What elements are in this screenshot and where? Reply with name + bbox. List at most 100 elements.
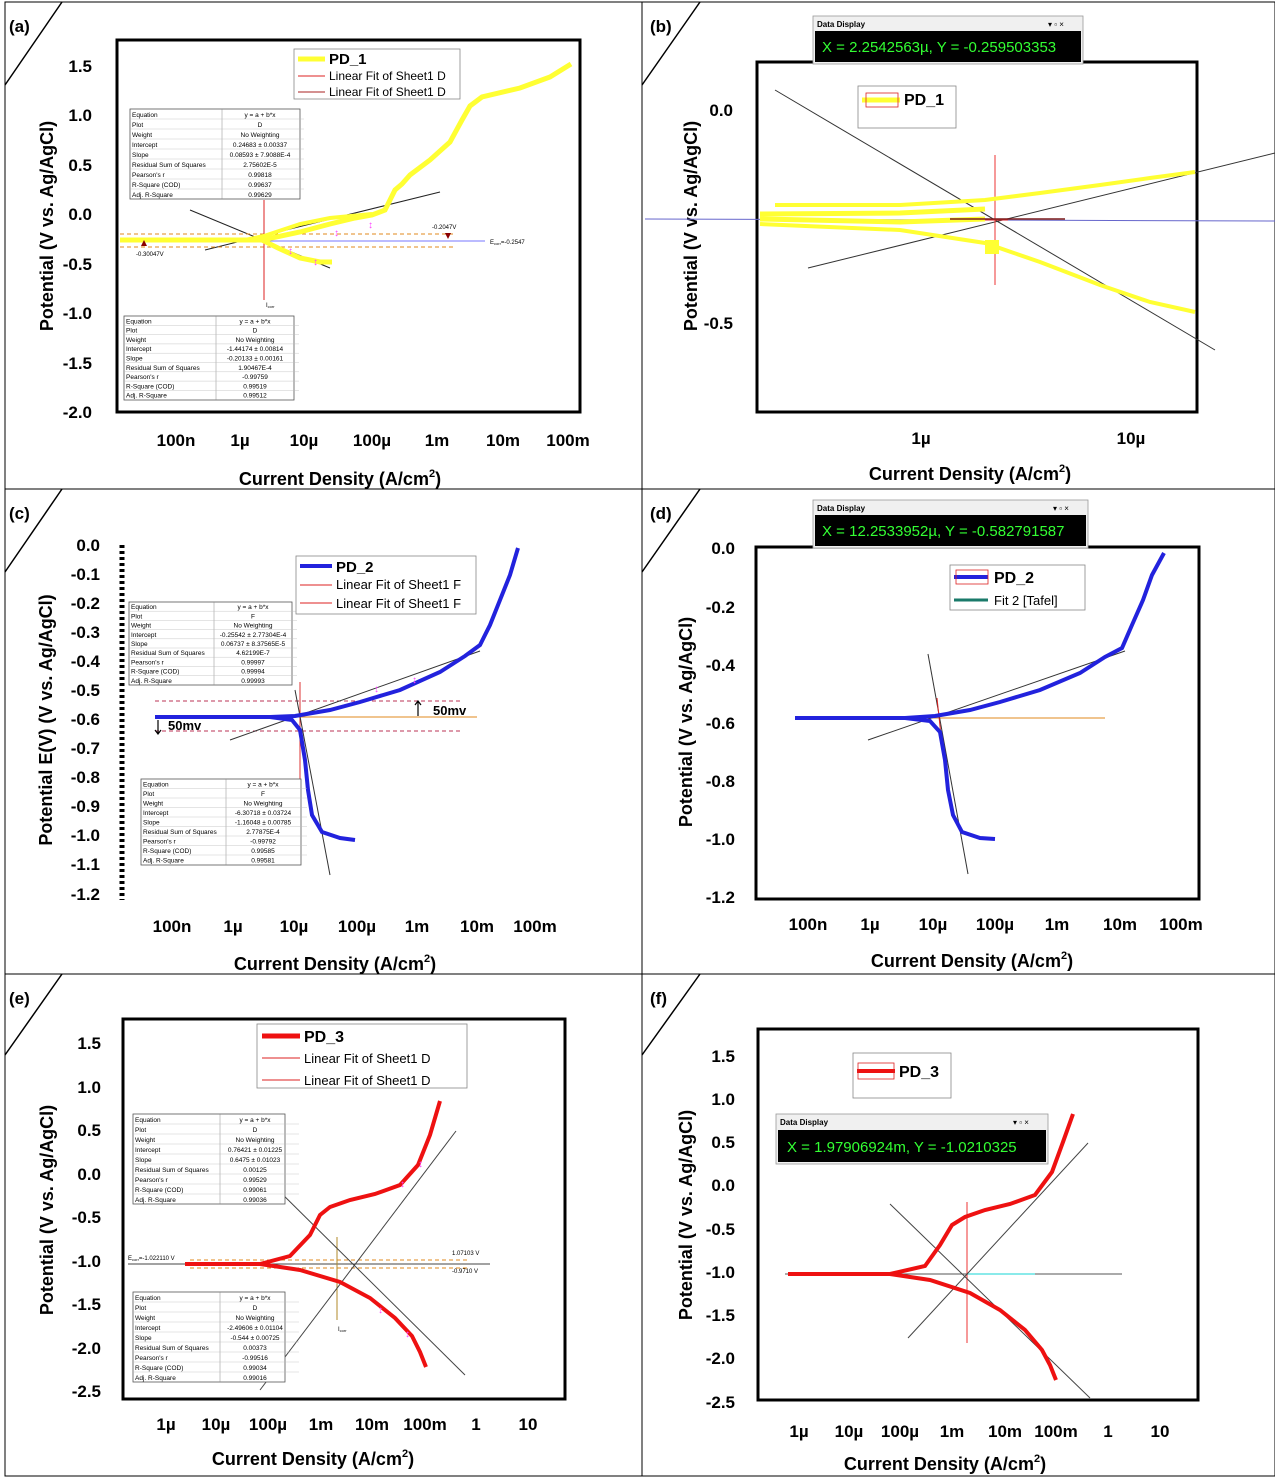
- panel-a-marker: ↕: [313, 257, 318, 268]
- panel-e-ecorr-label: Ecorr=-1.022110 V: [128, 1256, 175, 1262]
- window-controls-icon[interactable]: ▾ ▫ ×: [1013, 1118, 1029, 1127]
- fit-table-value: 0.99016: [243, 1375, 267, 1382]
- panel-e-ytick: -0.5: [72, 1208, 101, 1227]
- panel-d-ytick: -1.2: [706, 888, 735, 907]
- panel-f-ytick: 1.5: [711, 1047, 735, 1066]
- fit-table-value: -2.49606 ± 0.01104: [227, 1325, 283, 1332]
- fit-table-key: Pearson's r: [135, 1177, 169, 1184]
- panel-c-anodic-fit: [229, 650, 481, 741]
- fit-table-value: 0.99036: [243, 1197, 267, 1204]
- fit-table-key: Plot: [131, 613, 142, 620]
- panel-c-cathodic-fit: [294, 689, 331, 876]
- fit-table-key: Pearson's r: [131, 659, 165, 666]
- panel-a-fit-table-2: Equation y = a + b*x Plot D Weight No Weighti…: [123, 315, 299, 401]
- panel-f-xtick: 10: [1151, 1422, 1170, 1441]
- panel-e-tag: (e): [9, 989, 30, 1008]
- fit-table-value: -0.99792: [250, 839, 276, 846]
- panel-e-ytick: -2.5: [72, 1382, 101, 1401]
- panel-a-ytick: -2.0: [63, 403, 92, 422]
- panel-e-fit-table-1: Equation y = a + b*x Plot D Weight No Weighti…: [132, 1113, 299, 1205]
- panel-a-marker: ↕: [288, 246, 293, 257]
- fit-table-value: 0.00125: [243, 1167, 267, 1174]
- fit-table-value: No Weighting: [236, 1315, 275, 1322]
- panel-d-ylabel: Potential (V vs. Ag/AgCl): [676, 617, 696, 827]
- fit-table-key: Slope: [143, 820, 160, 827]
- panel-f-ytick: -1.0: [706, 1263, 735, 1282]
- panel-f-tag-slash: [641, 973, 701, 1056]
- panel-f-xlabel: Current Density (A/cm2): [844, 1453, 1046, 1474]
- panel-e-anodic-fit: [259, 1130, 457, 1391]
- fit-table-value: 0.99061: [243, 1187, 267, 1194]
- panel-d-legend: PD_2 Fit 2 [Tafel]: [949, 564, 1086, 611]
- panel-e-ylabel: Potential (V vs. Ag/AgCl): [37, 1105, 57, 1315]
- panel-c-marker: ↕: [374, 684, 379, 695]
- panel-f-ytick: -0.5: [706, 1220, 735, 1239]
- window-controls-icon[interactable]: ▾ ▫ ×: [1048, 20, 1064, 29]
- fit-table-key: R-Square (COD): [126, 383, 174, 390]
- fit-table-value: -0.544 ± 0.00725: [230, 1335, 279, 1342]
- panel-b-xtick: 1µ: [911, 429, 930, 448]
- panel-c-ytick: -0.8: [71, 768, 100, 787]
- panel-d-data-display[interactable]: Data Display ▾ ▫ × X = 12.2533952µ, Y = …: [812, 499, 1089, 549]
- panel-d-xtick: 1m: [1045, 915, 1070, 934]
- panel-f-ytick: 0.0: [711, 1176, 735, 1195]
- panel-e-ytick: 1.5: [77, 1034, 101, 1053]
- fit-table-value: No Weighting: [236, 337, 275, 344]
- fit-table-key: Slope: [131, 641, 148, 648]
- fit-table-value: 0.6475 ± 0.01023: [230, 1157, 281, 1164]
- fit-table-key: Intercept: [131, 632, 156, 639]
- fit-table-key: Residual Sum of Squares: [131, 650, 205, 657]
- panel-c-annotation: 50mv: [433, 703, 467, 718]
- panel-f-tag: (f): [650, 989, 667, 1008]
- fit-table-value: -0.99516: [242, 1355, 268, 1362]
- fit-table-value: -1.44174 ± 0.00814: [227, 346, 284, 353]
- panel-b-data-display[interactable]: Data Display ▾ ▫ × X = 2.2542563µ, Y = -…: [812, 15, 1084, 65]
- panel-a-plot-area: [115, 38, 582, 414]
- fit-table-value: y = a + b*x: [239, 1295, 271, 1302]
- panel-e-ytick: -1.5: [72, 1295, 101, 1314]
- panel-b-ytick: 0.0: [709, 101, 733, 120]
- panel-f-data-display[interactable]: Data Display ▾ ▫ × X = 1.97906924m, Y = …: [775, 1113, 1049, 1165]
- fit-table-key: Residual Sum of Squares: [143, 829, 217, 836]
- panel-e-marker: ↕: [418, 1159, 423, 1170]
- panel-frames: [4, 1, 1275, 1477]
- panel-c-ytick: -1.1: [71, 855, 100, 874]
- fit-table-value: No Weighting: [244, 801, 283, 808]
- panel-c: 0.0 -0.1 -0.2 -0.3 -0.4 -0.5 -0.6 -0.7 -…: [36, 536, 557, 974]
- panel-d-pd2-anodic: [795, 552, 1166, 720]
- panel-b-pd1-cathodic: [759, 222, 1196, 314]
- panel-c-ytick: 0.0: [76, 536, 100, 555]
- panel-c-xtick: 10m: [460, 917, 494, 936]
- panel-e-annotation: 1.07103 V: [452, 1251, 479, 1257]
- panel-d-ytick: -0.8: [706, 772, 735, 791]
- panel-b: 0.0 -0.5 1µ 10µ Current Density (A/cm2) …: [644, 15, 1275, 484]
- fit-table-value: y = a + b*x: [239, 318, 271, 325]
- fit-table-value: D: [258, 122, 263, 129]
- fit-table-key: Plot: [126, 328, 137, 335]
- panel-c-xtick: 100n: [153, 917, 192, 936]
- panel-a-icorr-label: Icorr: [266, 303, 275, 309]
- panel-e-xtick: 100m: [403, 1415, 446, 1434]
- panel-d-xlabel: Current Density (A/cm2): [871, 950, 1073, 971]
- panel-b-display-title: Data Display: [817, 20, 866, 29]
- panel-f-xtick: 1: [1103, 1422, 1112, 1441]
- panel-d-frame: [641, 488, 1275, 975]
- fit-table-key: R-Square (COD): [143, 848, 191, 855]
- fit-table-value: -0.25542 ± 2.77304E-4: [220, 632, 287, 639]
- fit-table-value: 0.99529: [243, 1177, 267, 1184]
- panel-a-right-arrow: [445, 233, 451, 239]
- panel-e-markers: ↕ ↕ ↕ ↕: [378, 1159, 423, 1340]
- panel-c-tag: (c): [9, 504, 30, 523]
- panel-e-ytick: -2.0: [72, 1339, 101, 1358]
- panel-f-xtick: 100m: [1034, 1422, 1077, 1441]
- fit-table-value: 0.99993: [241, 678, 265, 685]
- panel-a-tag-slash: [4, 1, 63, 86]
- fit-table-value: y = a + b*x: [237, 604, 269, 611]
- panel-f-pd3-anodic: [788, 1113, 1075, 1276]
- panel-c-ytick: -0.4: [71, 652, 101, 671]
- panel-b-ytick: -0.5: [704, 314, 733, 333]
- fit-table-value: -1.16048 ± 0.00785: [235, 820, 292, 827]
- fit-table-key: Intercept: [132, 142, 157, 149]
- window-controls-icon[interactable]: ▾ ▫ ×: [1053, 504, 1069, 513]
- panel-a-marker: ↕: [334, 228, 339, 239]
